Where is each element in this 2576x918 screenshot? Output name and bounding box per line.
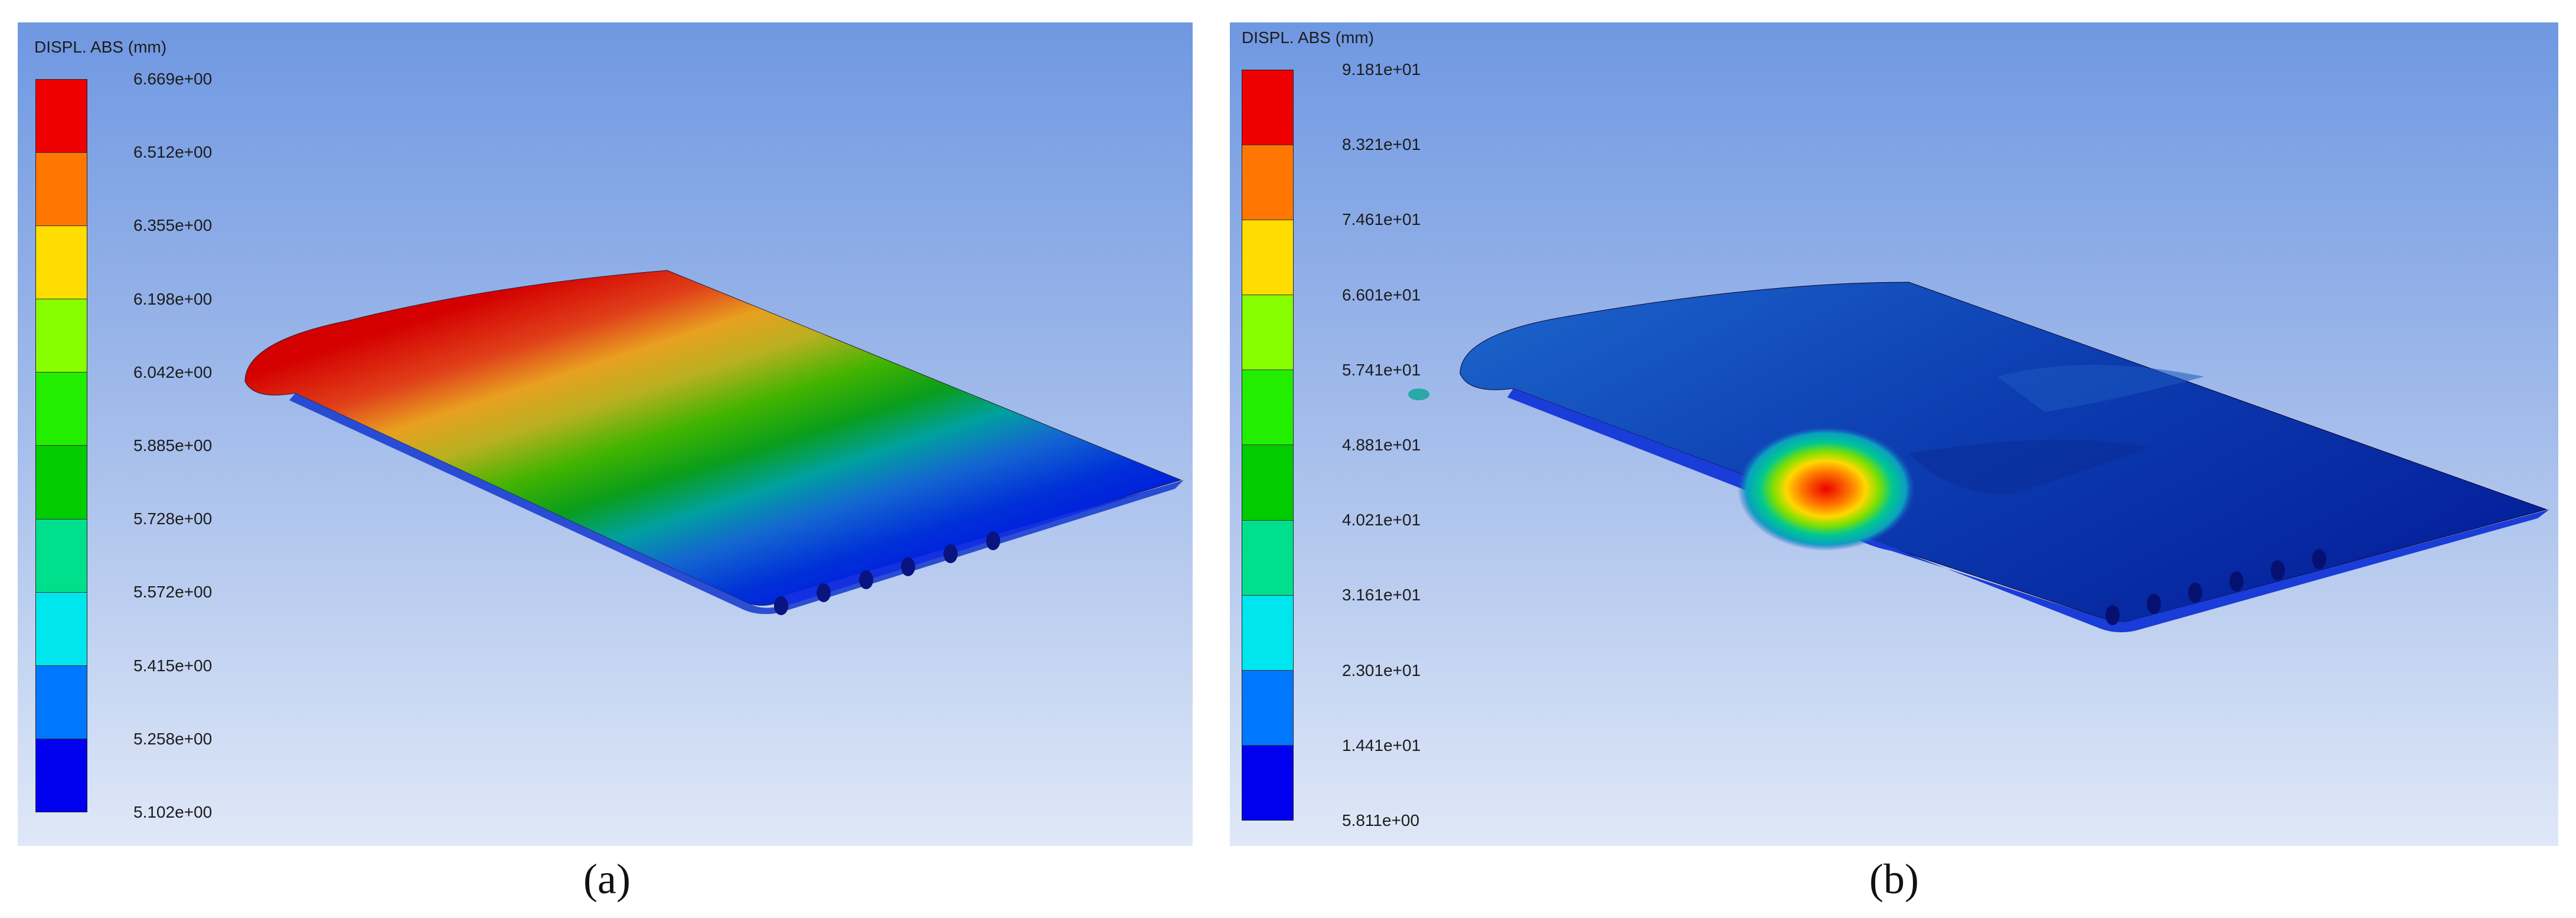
color-band	[36, 80, 87, 153]
viewport-a[interactable]: DISPL. ABS (mm) 6.669e+00 6.512e+00 6.355e…	[18, 22, 1193, 846]
color-scale-tick-label: 5.258e+00	[133, 729, 213, 748]
color-scale-tick-label: 6.669e+00	[133, 70, 213, 88]
color-band	[36, 665, 87, 739]
color-scale-bar	[1242, 70, 1294, 821]
color-band	[1242, 595, 1293, 671]
max-displacement-hotspot	[1738, 427, 1915, 551]
wing-root-face	[773, 483, 1175, 610]
color-band	[1242, 445, 1293, 521]
color-scale-tick-label: 4.881e+01	[1342, 436, 1421, 454]
color-band	[1242, 220, 1293, 296]
color-scale-tick-label: 5.102e+00	[133, 803, 213, 821]
color-band	[36, 226, 87, 300]
color-scale-tick-label: 4.021e+01	[1342, 511, 1421, 530]
color-band	[1242, 670, 1293, 746]
color-band	[36, 299, 87, 373]
figure-caption: (a)	[583, 855, 631, 903]
color-scale-tick-label: 1.441e+01	[1342, 736, 1421, 754]
color-scale-tick-label: 9.181e+01	[1342, 60, 1421, 79]
lightening-holes	[774, 531, 1000, 615]
viewport-b[interactable]: DISPL. ABS (mm) 9.181e+01 8.321e+01 7.461e…	[1230, 22, 2558, 846]
color-band	[36, 592, 87, 666]
color-scale-tick-label: 5.572e+00	[133, 583, 213, 602]
color-scale-tick-label: 6.601e+01	[1342, 285, 1421, 304]
legend-title: DISPL. ABS (mm)	[34, 38, 167, 56]
color-scale-tick-label: 6.512e+00	[133, 143, 213, 162]
wing-displacement-model[interactable]	[18, 22, 1193, 846]
color-band	[36, 153, 87, 227]
color-scale-ticks: 6.669e+00 6.512e+00 6.355e+00 6.198e+00 6.04…	[18, 22, 254, 846]
legend-title: DISPL. ABS (mm)	[1242, 28, 1374, 47]
wing-upper-surface	[244, 270, 1182, 606]
color-scale-tick-label: 6.198e+00	[133, 289, 213, 308]
color-band	[36, 739, 87, 812]
color-scale-tick-label: 3.161e+01	[1342, 586, 1421, 605]
color-scale-tick-label: 8.321e+01	[1342, 135, 1421, 154]
color-band	[36, 519, 87, 593]
color-scale-tick-label: 6.355e+00	[133, 216, 213, 235]
color-scale-ticks: 9.181e+01 8.321e+01 7.461e+01 6.601e+01 5.74…	[1230, 22, 1466, 846]
wing-displacement-model[interactable]	[1230, 22, 2558, 846]
lightening-holes	[2105, 549, 2326, 625]
surface-contour-patch	[1909, 440, 2151, 495]
color-scale-tick-label: 6.042e+00	[133, 362, 213, 381]
color-scale-tick-label: 5.811e+00	[1342, 811, 1420, 829]
color-scale-bar	[35, 79, 87, 812]
color-scale-tick-label: 5.741e+01	[1342, 360, 1421, 379]
color-scale-tick-label: 5.728e+00	[133, 509, 213, 528]
color-band	[36, 446, 87, 520]
color-band	[1242, 295, 1293, 371]
figure-caption: (b)	[1869, 855, 1919, 903]
color-band	[1242, 70, 1293, 146]
color-band	[1242, 370, 1293, 446]
color-scale-tick-label: 2.301e+01	[1342, 661, 1421, 679]
color-band	[1242, 745, 1293, 820]
color-scale-tick-label: 5.415e+00	[133, 656, 213, 675]
color-scale-tick-label: 7.461e+01	[1342, 210, 1421, 229]
color-band	[1242, 145, 1293, 221]
color-band	[36, 373, 87, 446]
surface-contour-patch	[1997, 365, 2204, 412]
color-band	[1242, 520, 1293, 596]
color-scale-tick-label: 5.885e+00	[133, 436, 213, 455]
